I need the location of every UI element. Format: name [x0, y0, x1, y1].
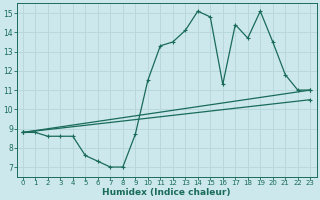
X-axis label: Humidex (Indice chaleur): Humidex (Indice chaleur): [102, 188, 231, 197]
